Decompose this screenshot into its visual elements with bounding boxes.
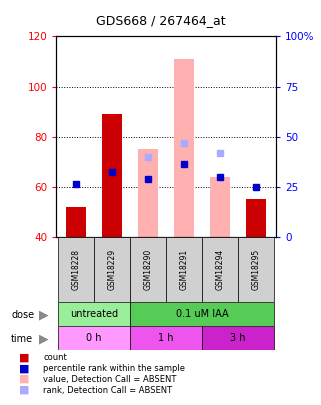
Text: 0.1 uM IAA: 0.1 uM IAA: [176, 309, 229, 319]
Text: ▶: ▶: [39, 309, 48, 322]
FancyBboxPatch shape: [58, 302, 130, 326]
Bar: [102, 114, 122, 237]
Text: 1 h: 1 h: [158, 333, 174, 343]
Text: ■: ■: [19, 363, 29, 373]
Text: ■: ■: [19, 352, 29, 362]
FancyBboxPatch shape: [166, 237, 202, 302]
Text: GDS668 / 267464_at: GDS668 / 267464_at: [96, 14, 225, 27]
Text: untreated: untreated: [70, 309, 118, 319]
Text: 0 h: 0 h: [86, 333, 102, 343]
FancyBboxPatch shape: [94, 237, 130, 302]
FancyBboxPatch shape: [130, 326, 202, 350]
Text: value, Detection Call = ABSENT: value, Detection Call = ABSENT: [43, 375, 177, 384]
Text: ▶: ▶: [39, 333, 48, 346]
Text: count: count: [43, 353, 67, 362]
Text: percentile rank within the sample: percentile rank within the sample: [43, 364, 185, 373]
Text: GSM18295: GSM18295: [252, 249, 261, 290]
Text: ■: ■: [19, 385, 29, 395]
Text: GSM18294: GSM18294: [216, 249, 225, 290]
Text: rank, Detection Call = ABSENT: rank, Detection Call = ABSENT: [43, 386, 172, 394]
Text: ■: ■: [19, 374, 29, 384]
Bar: [138, 149, 158, 237]
Text: 3 h: 3 h: [230, 333, 246, 343]
Text: GSM18290: GSM18290: [143, 249, 152, 290]
FancyBboxPatch shape: [130, 237, 166, 302]
Text: GSM18291: GSM18291: [180, 249, 189, 290]
Text: GSM18228: GSM18228: [72, 249, 81, 290]
Text: GSM18229: GSM18229: [108, 249, 117, 290]
Bar: [66, 207, 86, 237]
FancyBboxPatch shape: [238, 237, 274, 302]
Bar: [246, 199, 266, 237]
FancyBboxPatch shape: [202, 237, 238, 302]
Text: time: time: [11, 335, 33, 344]
FancyBboxPatch shape: [58, 326, 130, 350]
Text: dose: dose: [11, 310, 34, 320]
Bar: [174, 59, 194, 237]
FancyBboxPatch shape: [202, 326, 274, 350]
Bar: [210, 177, 230, 237]
FancyBboxPatch shape: [130, 302, 274, 326]
FancyBboxPatch shape: [58, 237, 94, 302]
